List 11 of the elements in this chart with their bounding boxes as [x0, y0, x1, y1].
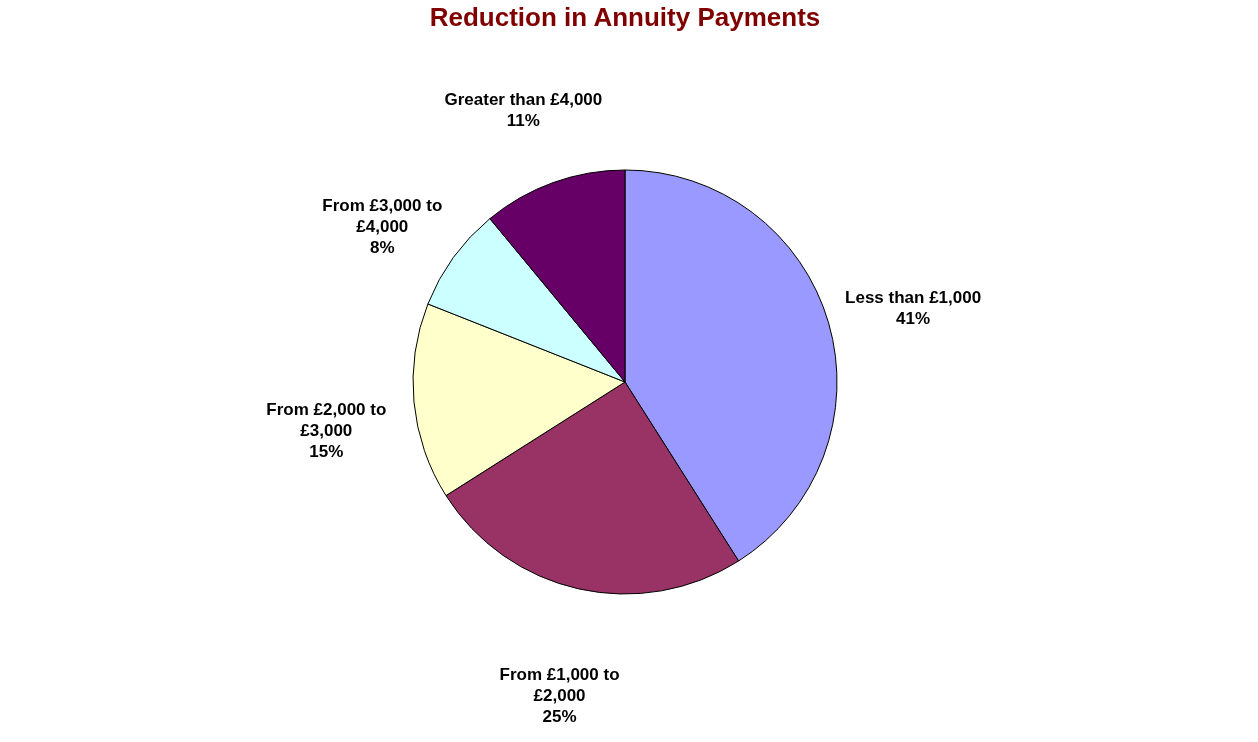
data-label: 25%: [542, 706, 577, 726]
slice-label: From £1,000 to £2,000: [499, 664, 620, 705]
slice-label: From £3,000 to £4,000: [322, 195, 443, 236]
chart-title: Reduction in Annuity Payments: [429, 2, 821, 32]
slice-label: From £2,000 to £3,000: [266, 400, 387, 441]
slice-label: Less than £1,000: [845, 288, 982, 308]
data-label: 11%: [506, 110, 540, 130]
data-label: 41%: [896, 309, 931, 329]
data-label: 8%: [370, 237, 395, 257]
data-label: 15%: [309, 442, 344, 462]
slice-label: Greater than £4,000: [444, 89, 603, 109]
